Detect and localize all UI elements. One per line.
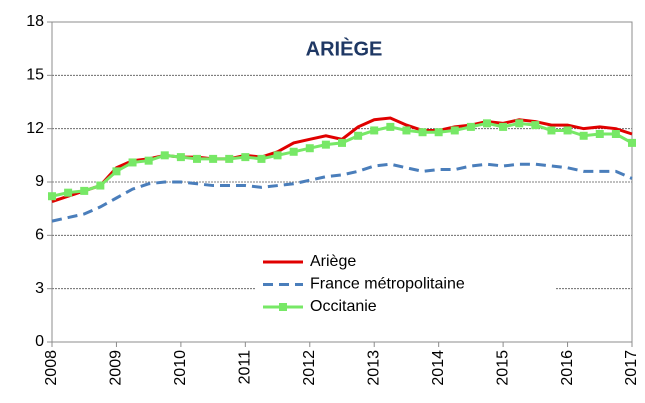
point-marker xyxy=(515,119,524,128)
point-marker xyxy=(128,158,137,167)
y-tick-label: 0 xyxy=(35,333,44,350)
legend-label: France métropolitaine xyxy=(310,276,465,293)
point-marker xyxy=(305,144,314,153)
x-tick-label: 2017 xyxy=(623,350,640,386)
x-tick-label: 2011 xyxy=(237,350,254,385)
point-marker xyxy=(112,167,121,176)
legend-label: Occitanie xyxy=(310,298,377,315)
point-marker xyxy=(225,154,234,163)
point-marker xyxy=(450,126,459,135)
point-marker xyxy=(611,130,620,138)
legend-box xyxy=(255,246,555,320)
y-tick-label: 6 xyxy=(35,227,44,244)
x-tick-label: 2008 xyxy=(43,350,60,386)
point-marker xyxy=(144,156,153,165)
y-tick-label: 3 xyxy=(35,280,44,297)
point-marker xyxy=(64,188,73,197)
point-marker xyxy=(418,128,427,137)
axes: 0 3 6 9 12 15 18 2008 2009 2010 2011 2012 2013 2014 20… xyxy=(26,13,640,385)
point-marker xyxy=(595,130,604,138)
point-marker xyxy=(531,121,540,130)
point-marker xyxy=(354,131,363,140)
x-tick-label: 2013 xyxy=(365,350,382,386)
legend-label: Ariège xyxy=(310,253,356,270)
point-marker xyxy=(80,186,89,195)
y-tick-label: 18 xyxy=(26,13,44,30)
point-marker xyxy=(96,181,105,190)
series xyxy=(48,116,636,223)
point-marker xyxy=(321,140,330,149)
y-tick-label: 15 xyxy=(26,67,44,84)
legend: Ariège France métropolitaine Occitanie xyxy=(255,246,555,320)
x-tick-label: 2016 xyxy=(559,350,576,386)
point-marker xyxy=(499,122,508,131)
x-tick-label: 2015 xyxy=(494,350,511,386)
point-marker xyxy=(563,126,572,135)
point-marker xyxy=(160,151,169,160)
point-marker xyxy=(257,154,266,163)
series-line xyxy=(51,116,633,203)
point-marker xyxy=(176,153,185,162)
chart-title: ARIÈGE xyxy=(306,37,383,60)
x-tick-label: 2012 xyxy=(301,350,318,386)
point-marker xyxy=(289,147,298,156)
y-tick-label: 12 xyxy=(26,120,44,137)
point-marker xyxy=(338,138,346,147)
x-tick-label: 2010 xyxy=(172,350,189,386)
point-marker xyxy=(193,154,201,163)
point-marker xyxy=(273,151,282,160)
point-marker xyxy=(370,126,379,135)
legend-marker xyxy=(279,303,287,311)
y-tick-label: 9 xyxy=(35,173,44,190)
point-marker xyxy=(402,126,411,135)
point-marker xyxy=(628,138,636,147)
point-marker xyxy=(466,122,475,131)
point-marker xyxy=(483,119,491,128)
x-tick-label: 2014 xyxy=(430,350,447,386)
point-marker xyxy=(386,122,395,131)
point-marker xyxy=(434,128,443,137)
point-marker xyxy=(241,153,250,162)
point-marker xyxy=(547,126,556,135)
point-marker xyxy=(579,131,588,140)
x-tick-label: 2009 xyxy=(108,350,125,386)
series-line xyxy=(51,162,633,223)
point-marker xyxy=(48,192,56,201)
point-marker xyxy=(209,154,218,163)
